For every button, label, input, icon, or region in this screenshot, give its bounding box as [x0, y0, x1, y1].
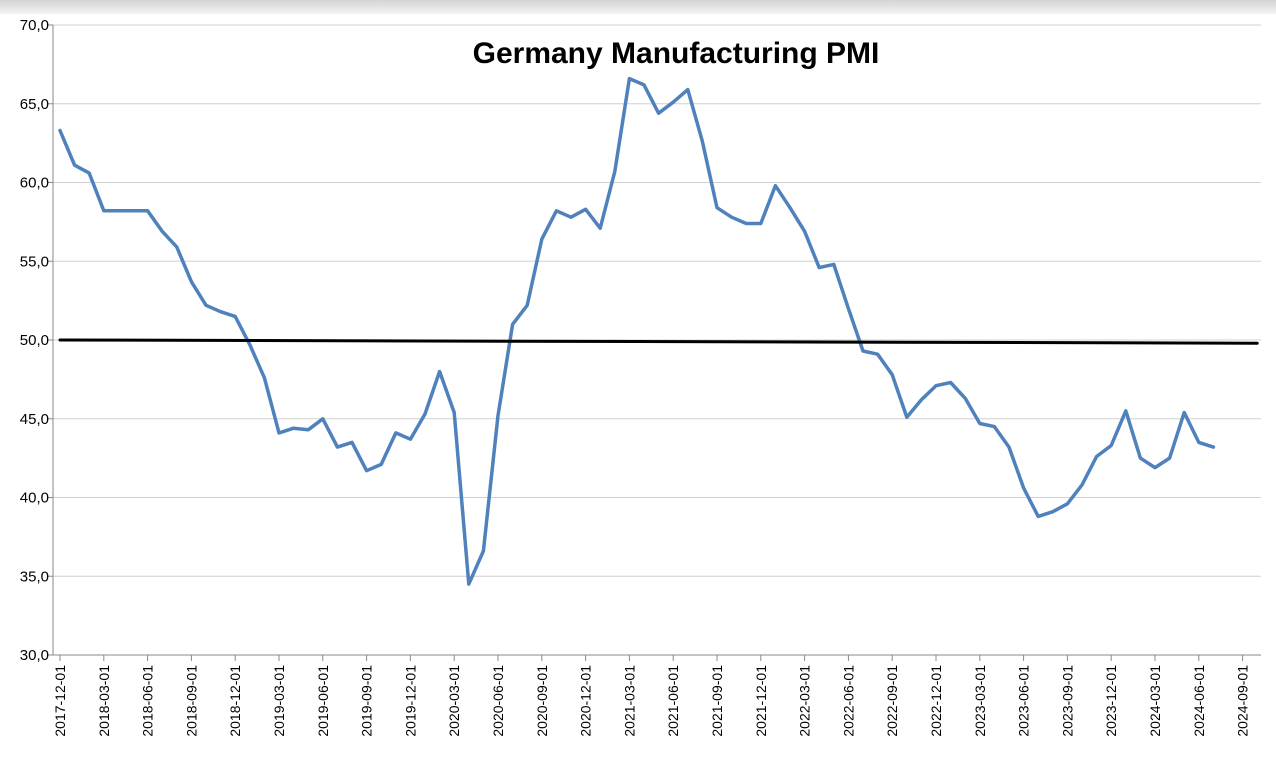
y-tick-label: 35,0 — [20, 568, 49, 585]
x-tick-label: 2024-03-01 — [1147, 665, 1163, 737]
chart-title: Germany Manufacturing PMI — [473, 37, 880, 70]
x-tick-label: 2021-12-01 — [753, 665, 769, 737]
x-tick-label: 2023-09-01 — [1059, 665, 1075, 737]
threshold-line — [58, 338, 1259, 345]
x-tick-label: 2019-06-01 — [315, 665, 331, 737]
x-tick-label: 2019-12-01 — [402, 665, 418, 737]
y-tick-label: 65,0 — [20, 96, 49, 113]
x-tick-label: 2024-09-01 — [1235, 665, 1251, 737]
y-tick-label: 50,0 — [20, 332, 49, 349]
y-axis-ticks: 30,0 35,0 40,0 45,0 50,0 55,0 60,0 65,0 70,0 — [20, 17, 53, 664]
x-tick-label: 2018-09-01 — [183, 665, 199, 737]
x-tick-label: 2020-03-01 — [446, 665, 462, 737]
x-tick-label: 2023-06-01 — [1016, 665, 1032, 737]
x-tick-label: 2022-12-01 — [928, 665, 944, 737]
y-tick-label: 60,0 — [20, 175, 49, 192]
x-tick-label: 2019-03-01 — [271, 665, 287, 737]
x-axis-ticks: 2017-12-01 2018-03-01 2018-06-01 2018-09-01… — [52, 655, 1251, 737]
x-tick-label: 2017-12-01 — [52, 665, 68, 737]
x-tick-label: 2022-03-01 — [797, 665, 813, 737]
x-tick-label: 2018-06-01 — [140, 665, 156, 737]
x-tick-label: 2018-12-01 — [227, 665, 243, 737]
x-tick-label: 2022-06-01 — [840, 665, 856, 737]
x-tick-label: 2020-06-01 — [490, 665, 506, 737]
x-tick-label: 2023-12-01 — [1103, 665, 1119, 737]
x-tick-label: 2020-09-01 — [534, 665, 550, 737]
x-tick-label: 2019-09-01 — [359, 665, 375, 737]
x-tick-label: 2024-06-01 — [1191, 665, 1207, 737]
window-top-strip — [0, 0, 1276, 14]
x-tick-label: 2018-03-01 — [96, 665, 112, 737]
x-tick-label: 2022-09-01 — [884, 665, 900, 737]
y-tick-label: 70,0 — [20, 17, 49, 34]
x-tick-label: 2021-06-01 — [665, 665, 681, 737]
x-tick-label: 2021-09-01 — [709, 665, 725, 737]
y-tick-label: 30,0 — [20, 647, 49, 664]
pmi-series-line — [58, 76, 1216, 586]
x-tick-label: 2020-12-01 — [578, 665, 594, 737]
y-tick-label: 40,0 — [20, 490, 49, 507]
x-tick-label: 2021-03-01 — [621, 665, 637, 737]
series-lines — [58, 76, 1259, 586]
x-tick-label: 2023-03-01 — [972, 665, 988, 737]
y-tick-label: 55,0 — [20, 253, 49, 270]
y-tick-label: 45,0 — [20, 411, 49, 428]
